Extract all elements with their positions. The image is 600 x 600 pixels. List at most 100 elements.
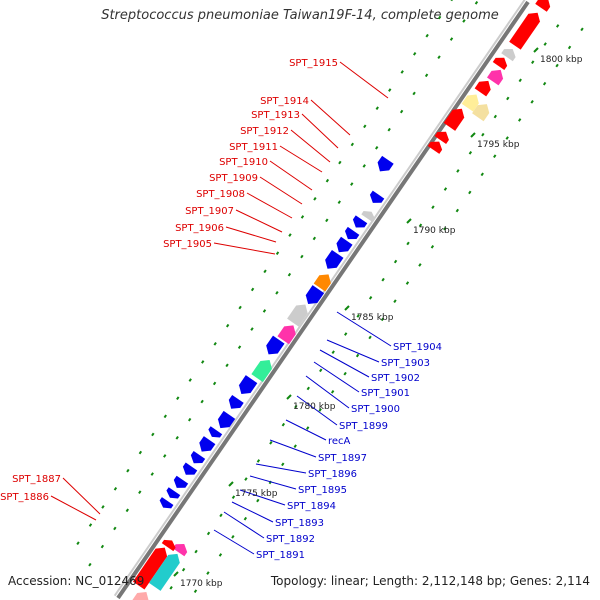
tick-mark-70 (368, 296, 373, 300)
gene-feature-5 (159, 497, 174, 509)
tick-mark-99 (480, 172, 484, 177)
tick-mark-45 (213, 342, 217, 346)
tick-mark-115 (530, 100, 534, 104)
tick-mark-89 (350, 142, 355, 147)
gene-features (132, 0, 551, 600)
tick-mark-46 (294, 404, 298, 409)
gene-label-blue-4: SPT_1900 (351, 404, 400, 415)
tick-mark-30 (244, 477, 248, 481)
tick-mark-108 (424, 73, 429, 78)
gene-feature-36 (501, 48, 516, 62)
tick-mark-131 (580, 27, 584, 32)
green-tick-marks (76, 0, 584, 594)
tick-mark-130 (555, 24, 560, 28)
tick-mark-16 (138, 490, 142, 495)
tick-mark-127 (567, 45, 572, 50)
tick-mark-75 (405, 281, 410, 285)
tick-mark-8 (113, 526, 117, 531)
callout-line-blue-5 (296, 395, 338, 426)
callout-line-blue-11 (231, 501, 274, 523)
gene-label-blue-6: recA (328, 436, 351, 447)
tick-mark-43 (306, 426, 310, 430)
tick-mark-37 (188, 378, 192, 382)
tick-mark-18 (206, 531, 211, 536)
gene-feature-25 (361, 211, 376, 223)
gene-label-blue-7: SPT_1897 (318, 453, 367, 464)
gene-feature-29 (434, 131, 449, 144)
tick-mark-111 (518, 118, 522, 122)
gene-feature-19 (305, 285, 325, 304)
callout-line-blue-12 (223, 511, 265, 539)
tick-mark-22 (219, 513, 223, 518)
tick-mark-20 (150, 472, 154, 476)
tick-mark-117 (437, 15, 442, 20)
gene-feature-21 (325, 249, 344, 269)
tick-mark-121 (450, 0, 453, 2)
gene-label-red-10: SPT_1905 (163, 239, 212, 250)
tick-mark-50 (306, 386, 310, 391)
tick-mark-0 (88, 562, 92, 567)
gene-label-red-3: SPT_1912 (240, 126, 289, 137)
tick-mark-110 (493, 114, 497, 119)
gene-feature-2 (149, 553, 180, 591)
tick-mark-95 (468, 190, 472, 195)
gene-feature-20 (313, 274, 331, 292)
tick-mark-44 (225, 363, 229, 368)
gene-label-red-1: SPT_1914 (260, 96, 309, 107)
tick-mark-47 (318, 408, 322, 412)
tick-mark-21 (138, 450, 143, 455)
ruler-tick-1 (470, 132, 476, 138)
callout-line-red-4 (279, 145, 323, 173)
ruler-label-3: 1785 kbp (351, 313, 394, 323)
gene-feature-7 (173, 475, 189, 488)
tick-mark-49 (225, 323, 230, 328)
callout-line-blue-10 (239, 489, 286, 506)
tick-mark-91 (455, 208, 460, 213)
tick-mark-92 (375, 146, 379, 150)
tick-mark-64 (287, 272, 292, 277)
ruler-tick-3 (344, 305, 350, 311)
gene-label-red-12: SPT_1886 (0, 492, 49, 503)
callout-line-blue-7 (269, 439, 317, 458)
callout-line-blue-8 (255, 463, 307, 474)
tick-mark-93 (363, 124, 367, 129)
gene-feature-34 (487, 69, 504, 86)
gene-feature-35 (492, 57, 508, 70)
tick-mark-41 (201, 360, 205, 364)
callout-line-red-2 (301, 113, 339, 149)
tick-mark-63 (368, 335, 372, 340)
gene-feature-1 (132, 547, 168, 590)
ruler-label-0: 1800 kbp (540, 55, 583, 65)
tick-mark-118 (518, 78, 522, 83)
gene-label-blue-0: SPT_1904 (393, 342, 442, 353)
tick-mark-74 (381, 277, 385, 282)
tick-mark-9 (101, 505, 105, 509)
tick-mark-61 (263, 269, 267, 274)
tick-mark-11 (206, 571, 210, 575)
gene-feature-23 (344, 226, 360, 240)
tick-mark-97 (375, 106, 379, 110)
gene-feature-8 (182, 462, 198, 475)
tick-mark-57 (250, 287, 255, 292)
gene-feature-16 (266, 335, 285, 355)
callout-line-red-10 (213, 242, 276, 255)
gene-feature-11 (208, 426, 223, 438)
tick-mark-13 (113, 487, 118, 491)
tick-mark-33 (176, 396, 180, 400)
tick-mark-38 (269, 441, 273, 445)
gene-label-blue-1: SPT_1903 (381, 358, 430, 369)
tick-mark-119 (542, 81, 547, 86)
gene-feature-33 (474, 80, 491, 97)
ruler-tick-0 (533, 47, 539, 53)
gene-label-red-5: SPT_1910 (219, 157, 268, 168)
callout-line-blue-2 (319, 349, 370, 378)
gene-feature-13 (228, 394, 244, 409)
tick-mark-80 (337, 200, 341, 205)
gene-feature-4 (161, 539, 176, 552)
tick-mark-102 (468, 151, 473, 155)
tick-mark-54 (319, 368, 323, 373)
tick-mark-19 (231, 535, 235, 539)
gene-feature-18 (287, 304, 308, 327)
ruler-tick-6 (173, 571, 179, 577)
tick-mark-27 (256, 498, 260, 503)
